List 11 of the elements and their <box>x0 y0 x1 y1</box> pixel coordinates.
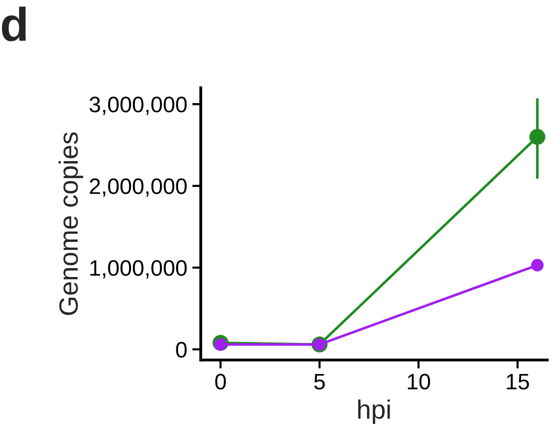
x-tick-label: 0 <box>215 374 226 390</box>
y-tick-label: 2,000,000 <box>90 178 187 197</box>
y-tick-label: 0 <box>176 342 187 358</box>
x-tick-label: 10 <box>408 374 430 390</box>
x-tick-label: 5 <box>314 374 325 390</box>
y-tick-label: 1,000,000 <box>90 260 187 279</box>
x-axis-title: hpi <box>358 399 390 424</box>
y-axis-title: Genome copies <box>58 132 84 315</box>
x-tick-label: 15 <box>506 374 529 390</box>
chart-title: d <box>2 6 26 42</box>
y-tick-label: 3,000,000 <box>90 96 187 116</box>
